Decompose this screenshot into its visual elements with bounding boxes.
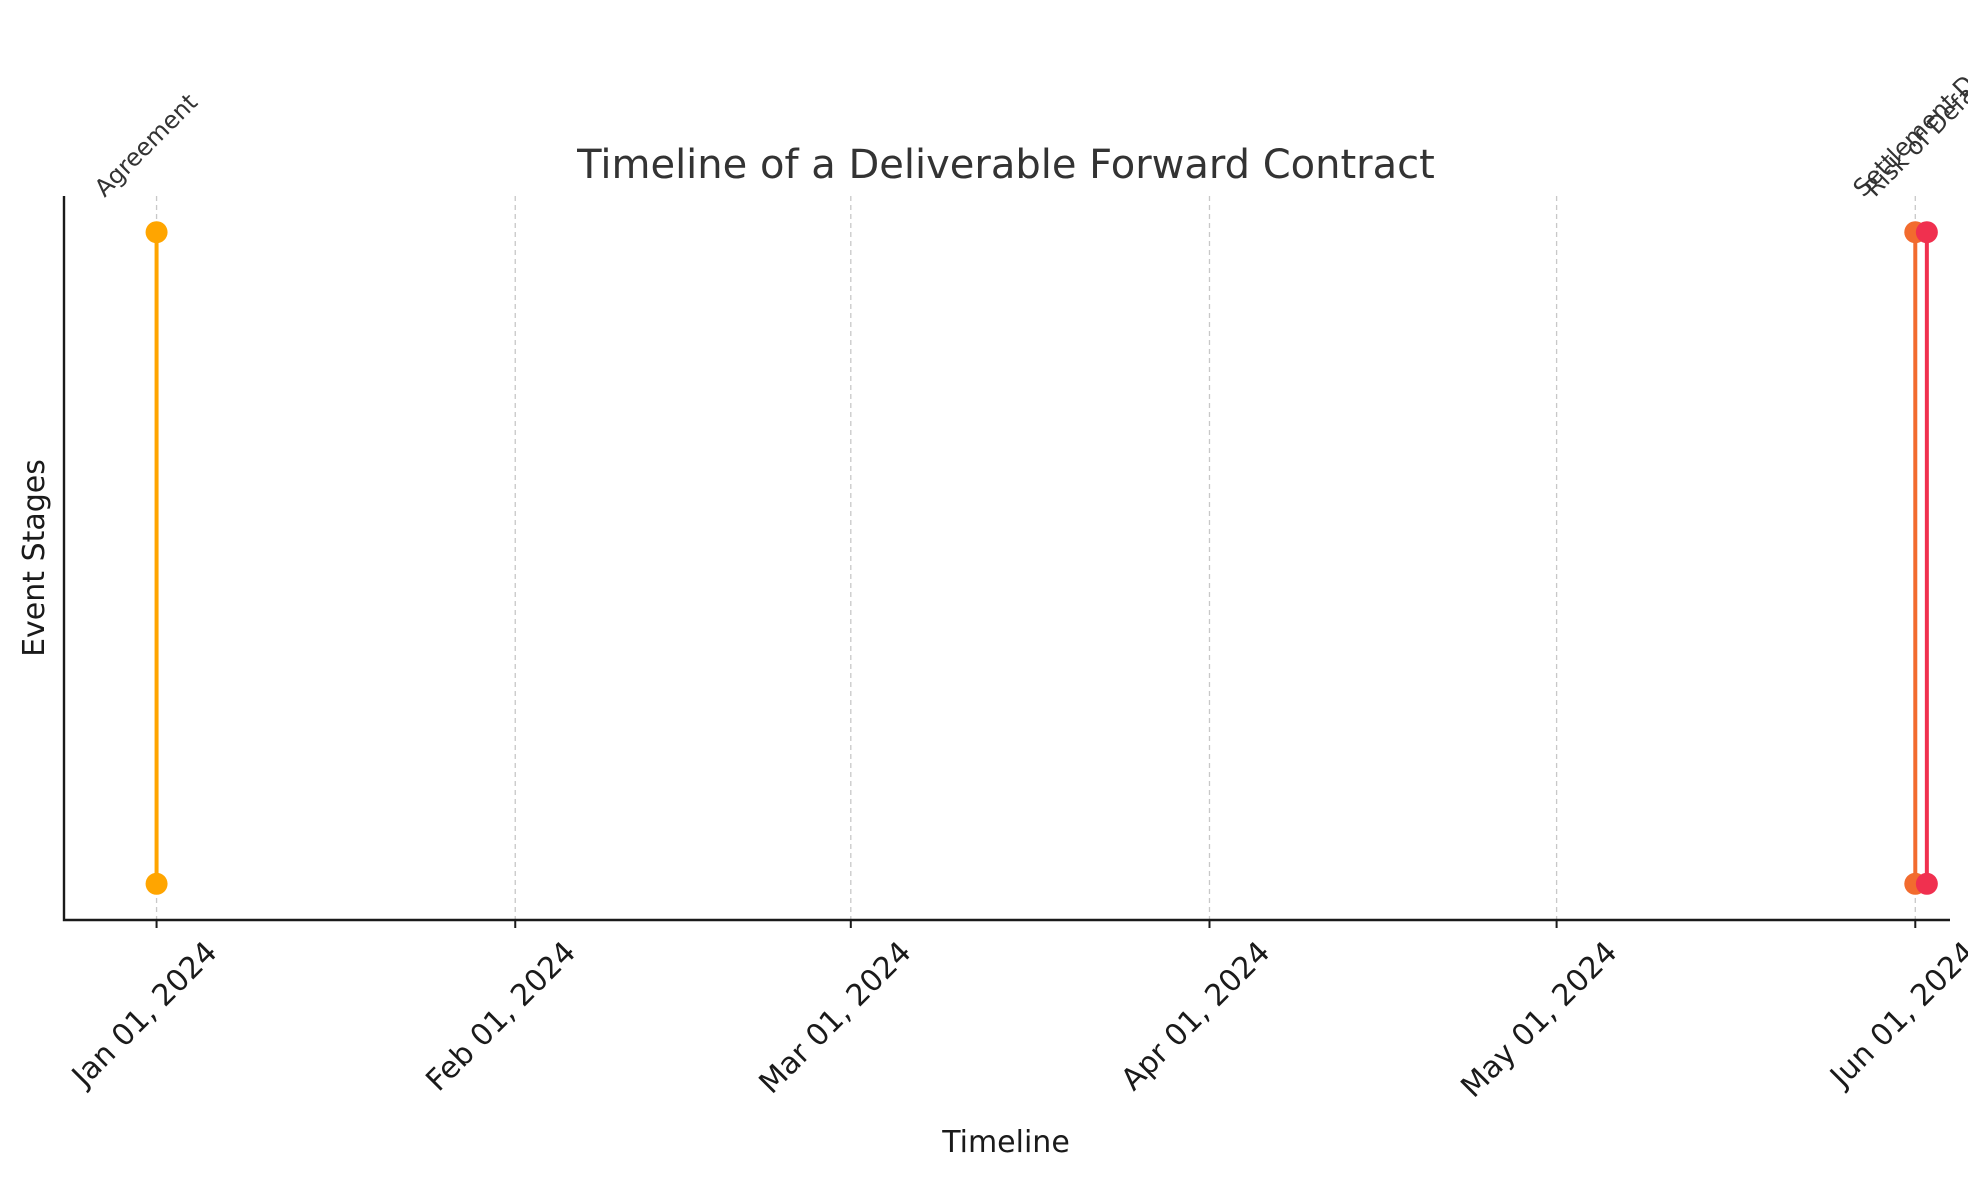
event-start-point <box>1915 872 1938 895</box>
event-label: Agreement <box>89 88 203 202</box>
chart-title: Timeline of a Deliverable Forward Contra… <box>576 142 1435 188</box>
x-tick-label: Jan 01, 2024 <box>64 935 224 1095</box>
x-tick-label: Apr 01, 2024 <box>1114 935 1277 1098</box>
y-axis-label: Event Stages <box>17 459 52 657</box>
event-end-point <box>145 221 168 244</box>
grid-lines <box>155 196 1916 920</box>
event-marker: Agreement <box>89 88 203 895</box>
x-tick-label: Mar 01, 2024 <box>752 935 918 1101</box>
x-axis-label: Timeline <box>941 1125 1070 1160</box>
event-start-point <box>145 872 168 895</box>
x-tick-label: May 01, 2024 <box>1454 935 1624 1105</box>
axes <box>62 196 1950 922</box>
x-tick-label: Feb 01, 2024 <box>419 935 583 1099</box>
axis-lines <box>62 196 1950 922</box>
event-end-point <box>1915 221 1938 244</box>
x-tick-label: Jun 01, 2024 <box>1822 935 1968 1096</box>
x-ticks: Jan 01, 2024 Feb 01, 2024 Mar 01, 2024 Apr … <box>64 920 1968 1105</box>
